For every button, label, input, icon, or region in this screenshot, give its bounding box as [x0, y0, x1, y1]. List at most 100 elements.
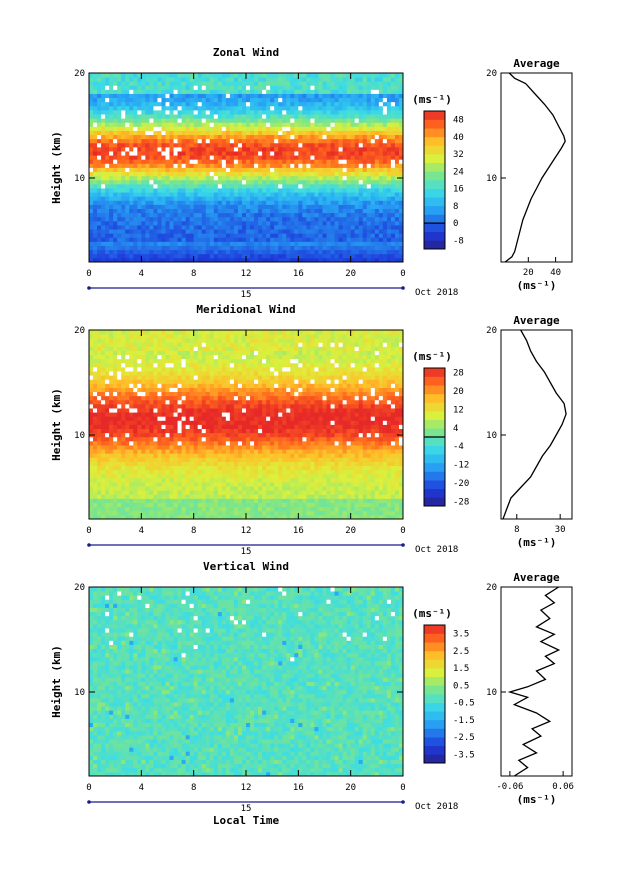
heatmap-cell — [181, 498, 187, 503]
heatmap-cell — [334, 490, 339, 495]
heatmap-cell — [105, 171, 110, 177]
heatmap-cell — [318, 179, 323, 185]
heatmap-cell — [294, 510, 299, 516]
heatmap-cell — [177, 101, 182, 107]
heatmap-cell — [290, 449, 295, 454]
heatmap-cell — [97, 453, 102, 458]
heatmap-cell — [237, 73, 243, 78]
heatmap-cell — [177, 506, 182, 512]
heatmap-cell — [314, 183, 319, 189]
heatmap-cell — [338, 183, 344, 189]
heatmap-cell — [197, 212, 203, 218]
heatmap-cell — [290, 89, 295, 94]
heatmap-cell — [125, 245, 130, 251]
heatmap-cell — [302, 138, 307, 144]
heatmap-cell — [221, 155, 227, 160]
heatmap-cell — [177, 502, 182, 508]
heatmap-cell — [354, 237, 360, 242]
heatmap-cell — [310, 138, 315, 144]
heatmap-cell — [334, 151, 339, 156]
heatmap-cell — [229, 73, 235, 78]
heatmap-cell — [101, 114, 106, 119]
heatmap-cell — [209, 101, 215, 107]
heatmap-cell — [358, 253, 364, 259]
heatmap-cell — [157, 212, 162, 218]
heatmap-cell — [241, 498, 247, 503]
heatmap-cell — [382, 146, 388, 152]
heatmap-cell — [282, 257, 287, 263]
heatmap-cell — [157, 146, 162, 152]
heatmap-cell — [117, 514, 122, 520]
heatmap-cell — [149, 449, 154, 454]
heatmap-cell — [398, 130, 404, 136]
heatmap-cell — [386, 188, 392, 193]
heatmap-cell — [193, 151, 199, 156]
heatmap-cell — [246, 81, 251, 86]
heatmap-cell — [250, 245, 255, 251]
heatmap-cell — [185, 109, 191, 115]
heatmap-cell — [105, 477, 110, 483]
heatmap-cell — [314, 241, 319, 246]
heatmap-cell — [213, 473, 219, 479]
heatmap-cell — [306, 212, 311, 218]
heatmap-cell — [225, 151, 231, 156]
heatmap-cell — [129, 514, 134, 520]
heatmap-cell — [165, 101, 170, 107]
heatmap-cell — [302, 109, 307, 115]
heatmap-cell — [217, 151, 223, 156]
heatmap-cell — [306, 233, 311, 238]
heatmap-cell — [169, 101, 174, 107]
heatmap-cell — [314, 167, 319, 173]
heatmap-cell — [221, 253, 227, 259]
heatmap-cell — [113, 73, 118, 78]
heatmap-cell — [306, 510, 311, 516]
heatmap-cell — [217, 146, 223, 152]
heatmap-cell — [213, 457, 219, 462]
heatmap-cell — [314, 457, 319, 462]
heatmap-cell — [237, 109, 243, 115]
heatmap-cell — [97, 457, 102, 462]
heatmap-cell — [390, 486, 396, 491]
heatmap-cell — [286, 159, 291, 164]
heatmap-cell — [109, 208, 114, 214]
heatmap-cell — [322, 241, 327, 246]
heatmap-cell — [382, 126, 388, 131]
heatmap-cell — [153, 142, 158, 148]
heatmap-cell — [362, 212, 368, 218]
heatmap-cell — [302, 490, 307, 495]
heatmap-cell — [165, 73, 170, 78]
heatmap-cell — [213, 155, 219, 160]
heatmap-cell — [254, 81, 259, 86]
heatmap-cell — [366, 155, 372, 160]
heatmap-cell — [93, 241, 98, 246]
heatmap-cell — [185, 159, 191, 164]
heatmap-cell — [302, 216, 307, 222]
heatmap-cell — [322, 114, 327, 119]
heatmap-cell — [221, 237, 227, 242]
heatmap-cell — [246, 498, 251, 503]
heatmap-cell — [366, 249, 372, 255]
heatmap-cell — [189, 477, 195, 483]
heatmap-cell — [398, 469, 404, 475]
heatmap-cell — [366, 220, 372, 226]
heatmap-cell — [322, 138, 327, 144]
heatmap-cell — [334, 130, 339, 136]
heatmap-cell — [378, 159, 384, 164]
heatmap-cell — [241, 179, 247, 185]
heatmap-cell — [382, 188, 388, 193]
heatmap-cell — [105, 134, 110, 140]
heatmap-cell — [141, 118, 146, 123]
heatmap-cell — [266, 159, 271, 164]
heatmap-cell — [109, 225, 114, 230]
heatmap-cell — [278, 118, 283, 123]
heatmap-cell — [358, 163, 364, 168]
heatmap-cell — [181, 465, 187, 471]
heatmap-cell — [382, 506, 388, 512]
heatmap-cell — [278, 498, 283, 503]
heatmap-cell — [165, 469, 170, 475]
heatmap-cell — [378, 204, 384, 209]
heatmap-cell — [330, 204, 335, 209]
heatmap-cell — [306, 163, 311, 168]
heatmap-cell — [366, 142, 372, 148]
heatmap-cell — [370, 155, 376, 160]
